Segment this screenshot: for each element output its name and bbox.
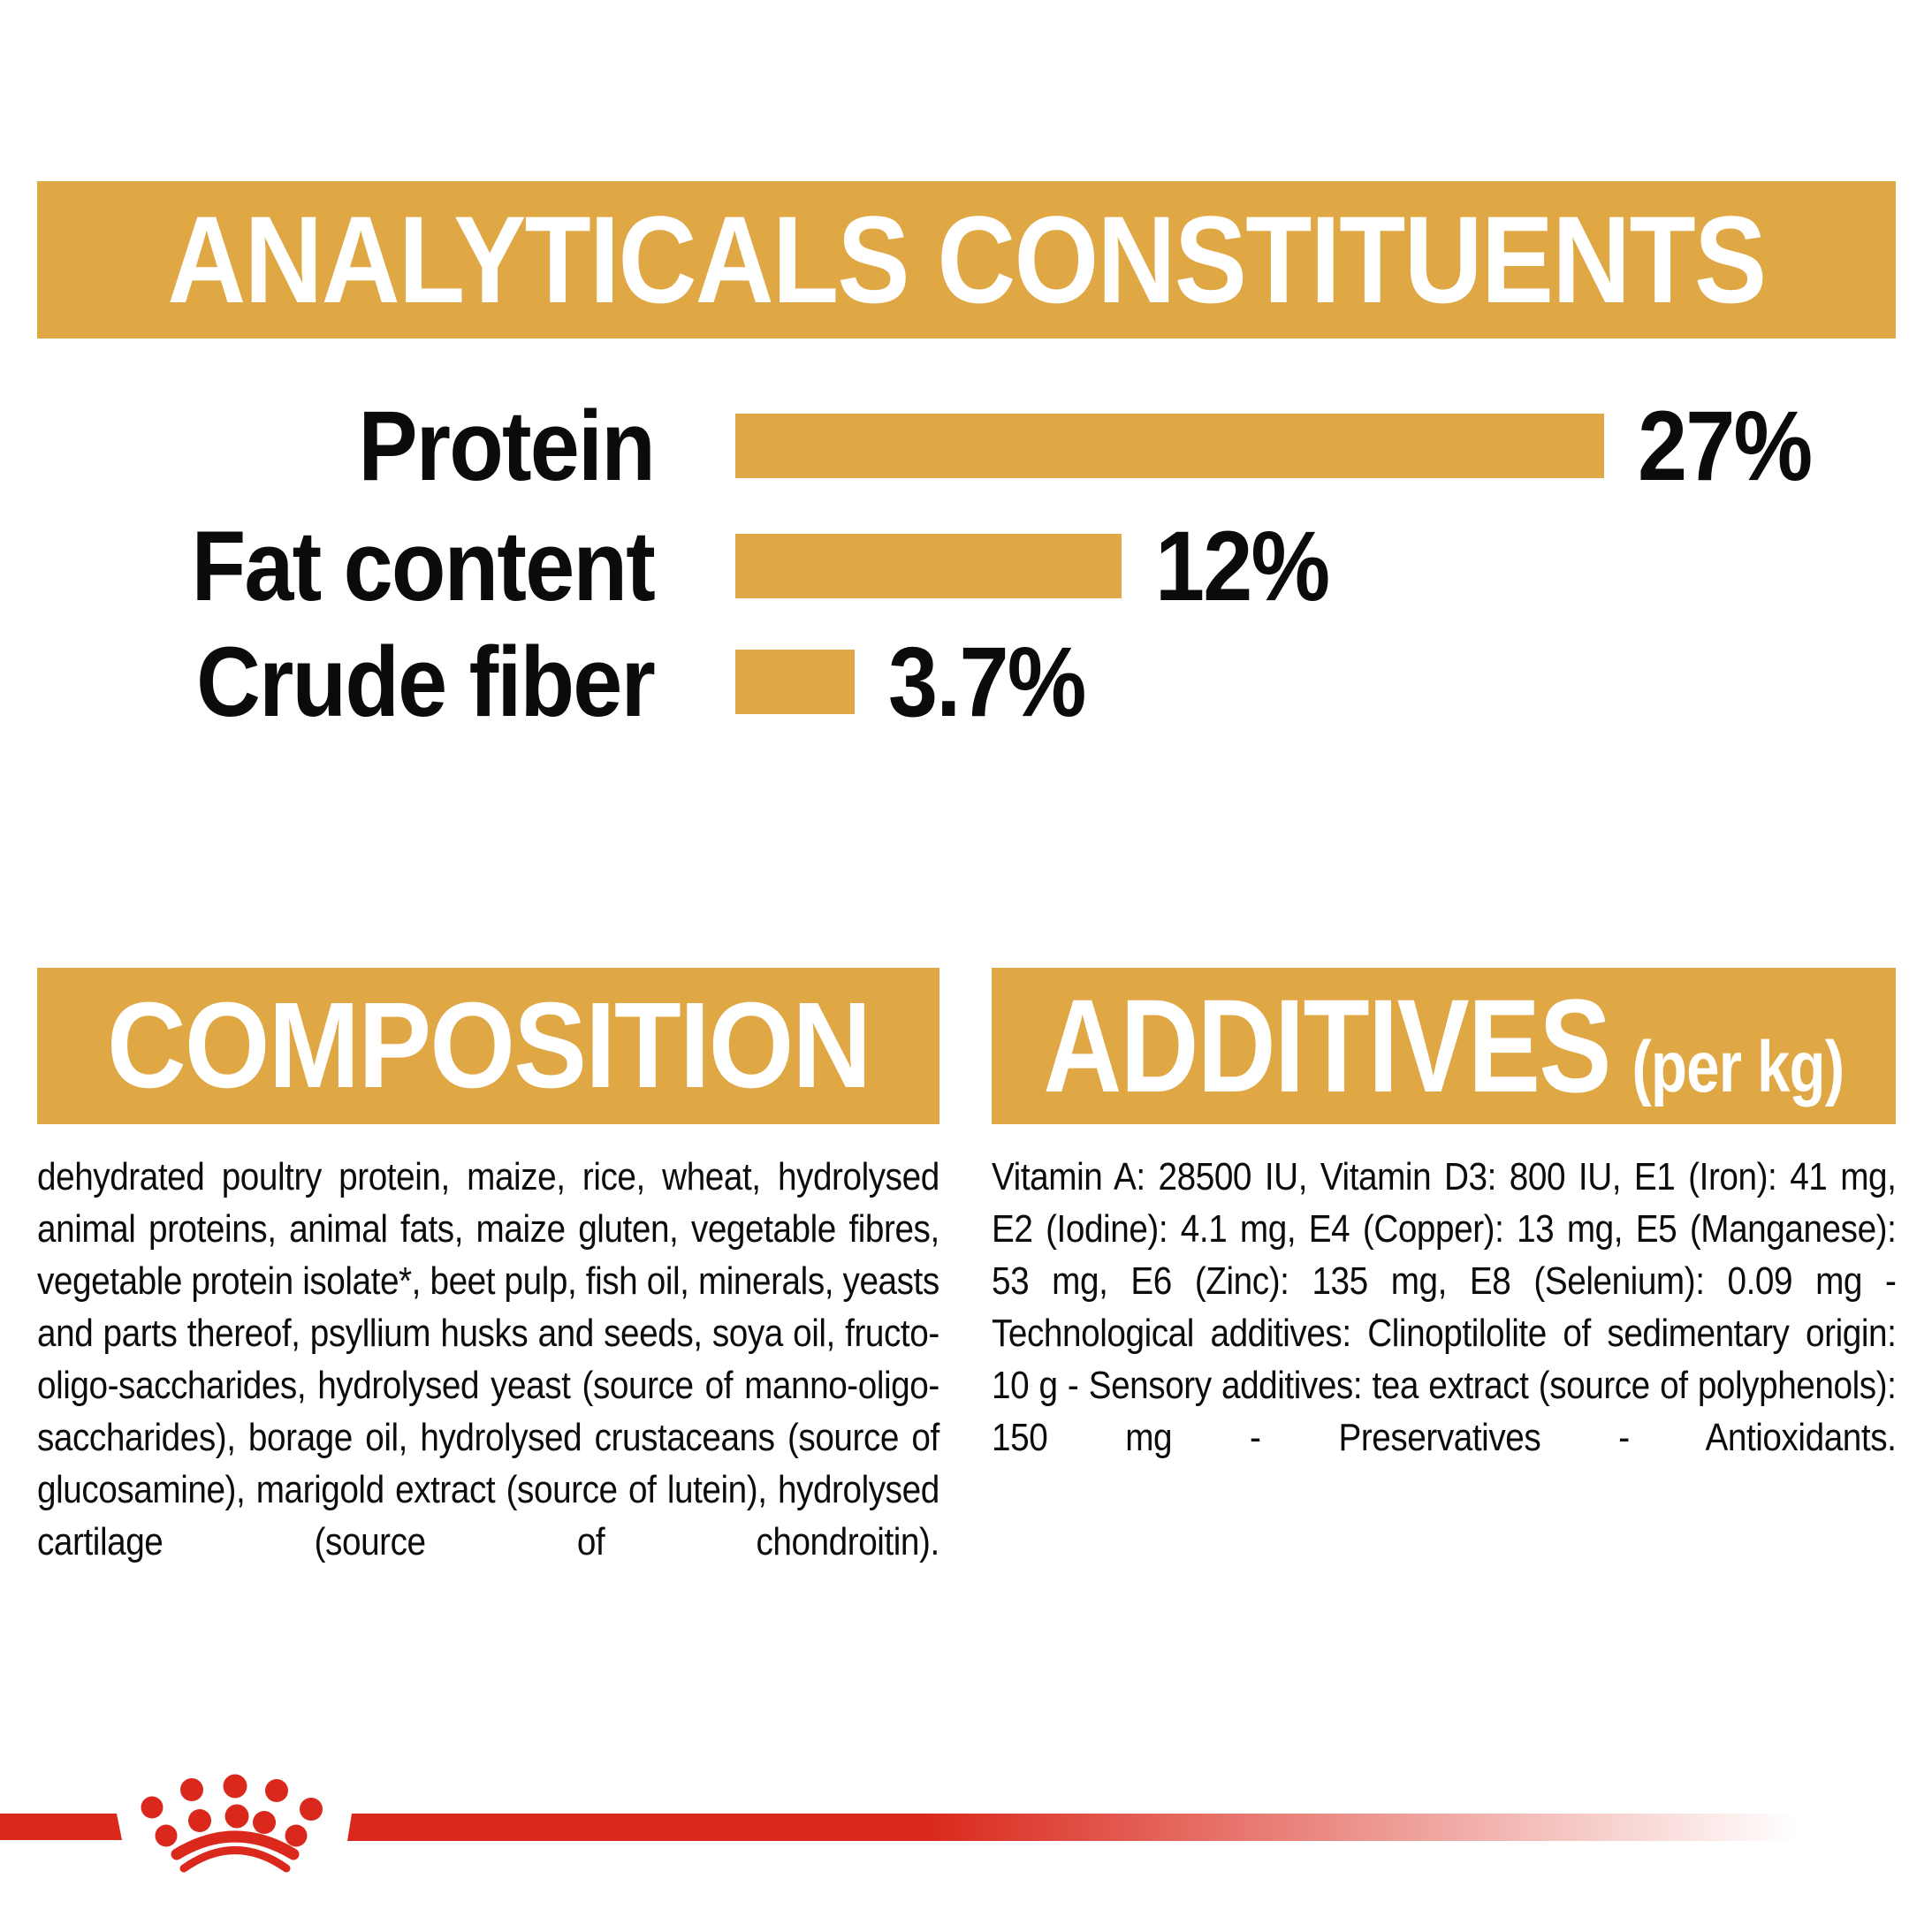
chart-label-protein: Protein	[358, 391, 655, 501]
composition-body: dehydrated poultry protein, maize, rice,…	[37, 1155, 939, 1563]
chart-bar-protein	[735, 414, 1604, 478]
chart-row-fat-content: Fat content 12%	[0, 517, 1932, 616]
chart-value-protein: 27%	[1638, 391, 1813, 501]
chart-bar-fat-content	[735, 534, 1122, 598]
chart-label-crude-fiber: Crude fiber	[196, 627, 656, 737]
chart-row-crude-fiber: Crude fiber 3.7%	[0, 633, 1932, 732]
additives-body: Vitamin A: 28500 IU, Vitamin D3: 800 IU,…	[992, 1155, 1897, 1459]
additives-title-row: ADDITIVES (per kg)	[1044, 970, 1845, 1122]
composition-title: COMPOSITION	[106, 977, 871, 1114]
analyticals-title: ANALYTICALS CONSTITUENTS	[167, 190, 1767, 329]
chart-label-fat-content: Fat content	[191, 511, 656, 621]
composition-banner: COMPOSITION	[37, 968, 939, 1124]
chart-value-crude-fiber: 3.7%	[888, 627, 1086, 737]
chart-value-fat-content: 12%	[1155, 511, 1330, 621]
chart-row-protein: Protein 27%	[0, 397, 1932, 496]
additives-banner: ADDITIVES (per kg)	[992, 968, 1896, 1124]
royal-canin-crown-logo	[141, 1774, 323, 1873]
additives-title: ADDITIVES	[1043, 971, 1612, 1120]
brand-stripe-right	[347, 1814, 1797, 1841]
additives-title-suffix: (per kg)	[1632, 1027, 1845, 1107]
analyticals-banner: ANALYTICALS CONSTITUENTS	[37, 181, 1896, 338]
brand-stripe-left	[0, 1814, 122, 1840]
chart-bar-crude-fiber	[735, 650, 855, 714]
